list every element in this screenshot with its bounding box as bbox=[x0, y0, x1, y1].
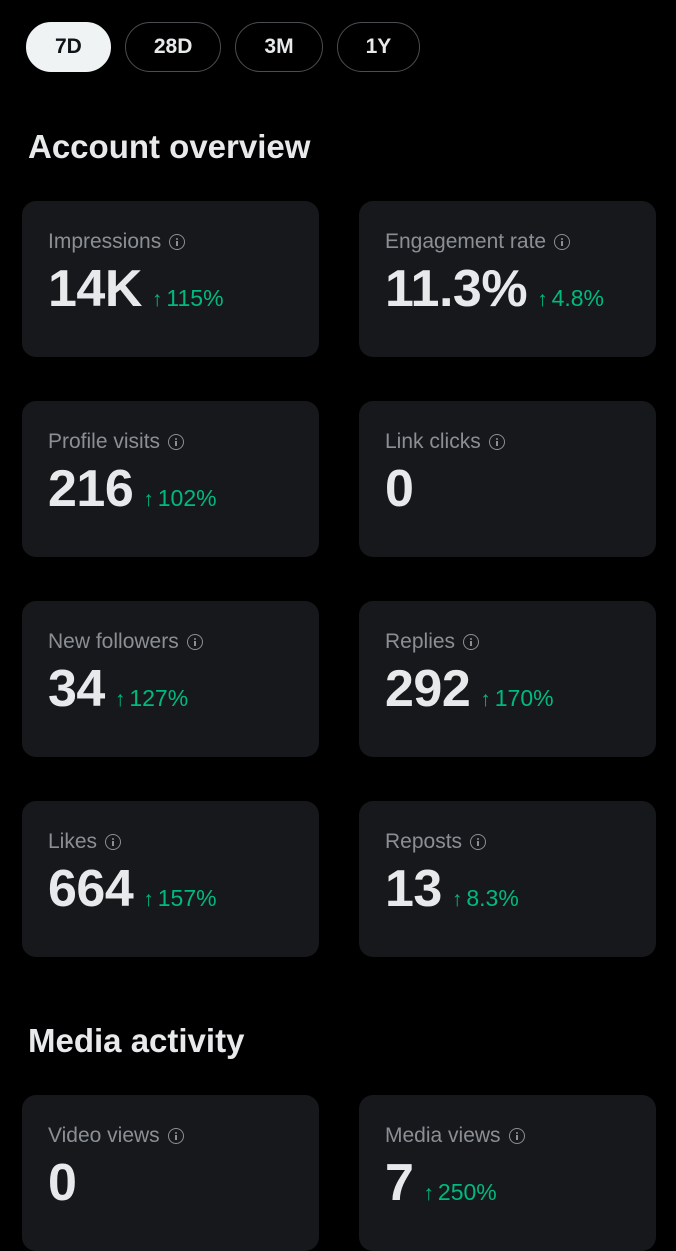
arrow-up-icon: ↑ bbox=[143, 488, 154, 511]
time-range-filters: 7D 28D 3M 1Y bbox=[26, 22, 421, 72]
metric-card-link-clicks[interactable]: Link clicks 0 bbox=[359, 401, 656, 557]
arrow-up-icon: ↑ bbox=[114, 688, 126, 711]
filter-3m[interactable]: 3M bbox=[235, 22, 323, 72]
account-overview-title: Account overview bbox=[28, 128, 311, 165]
metric-change: ↑ 250% bbox=[423, 1179, 496, 1206]
metric-card-likes[interactable]: Likes 664 ↑ 157% bbox=[22, 801, 319, 957]
metric-card-impressions[interactable]: Impressions 14K ↑ 115% bbox=[22, 201, 319, 357]
metric-change-value: 250% bbox=[437, 1179, 497, 1205]
arrow-up-icon: ↑ bbox=[480, 688, 491, 711]
info-icon[interactable] bbox=[168, 434, 185, 450]
metric-label: New followers bbox=[48, 630, 179, 653]
info-icon[interactable] bbox=[105, 834, 122, 850]
metric-label: Media views bbox=[385, 1124, 501, 1147]
info-icon[interactable] bbox=[554, 234, 571, 250]
metric-card-media-views[interactable]: Media views 7 ↑ 250% bbox=[359, 1095, 656, 1251]
info-icon[interactable] bbox=[470, 834, 487, 850]
info-icon[interactable] bbox=[186, 634, 203, 650]
arrow-up-icon: ↑ bbox=[451, 888, 463, 911]
metric-change: ↑ 127% bbox=[115, 685, 188, 712]
metric-label: Video views bbox=[48, 1124, 160, 1147]
filter-1y[interactable]: 1Y bbox=[336, 22, 421, 72]
metric-label: Engagement rate bbox=[385, 230, 547, 253]
metric-value: 34 bbox=[48, 660, 105, 718]
arrow-up-icon: ↑ bbox=[151, 288, 163, 311]
info-icon[interactable] bbox=[508, 1128, 525, 1144]
metric-label: Profile visits bbox=[48, 430, 161, 453]
filter-28d[interactable]: 28D bbox=[124, 22, 222, 72]
arrow-up-icon: ↑ bbox=[423, 1182, 434, 1205]
metric-change-value: 127% bbox=[129, 685, 189, 711]
metric-change: ↑ 8.3% bbox=[452, 885, 519, 912]
metric-value: 7 bbox=[385, 1154, 414, 1212]
metric-change: ↑ 102% bbox=[143, 485, 216, 512]
media-activity-title: Media activity bbox=[28, 1022, 245, 1059]
metric-change: ↑ 4.8% bbox=[537, 285, 604, 312]
metric-value: 11.3% bbox=[385, 260, 528, 318]
metric-label: Replies bbox=[385, 630, 456, 653]
arrow-up-icon: ↑ bbox=[537, 288, 548, 311]
metric-value: 13 bbox=[385, 860, 442, 918]
metric-card-profile-visits[interactable]: Profile visits 216 ↑ 102% bbox=[22, 401, 319, 557]
metric-card-replies[interactable]: Replies 292 ↑ 170% bbox=[359, 601, 656, 757]
metric-card-new-followers[interactable]: New followers 34 ↑ 127% bbox=[22, 601, 319, 757]
metric-change-value: 8.3% bbox=[466, 885, 519, 911]
metric-label: Link clicks bbox=[385, 430, 481, 453]
metric-value: 0 bbox=[385, 460, 414, 518]
metric-change-value: 4.8% bbox=[551, 285, 605, 311]
metric-change-value: 115% bbox=[166, 285, 224, 311]
metric-change-value: 157% bbox=[157, 885, 217, 911]
metric-change: ↑ 157% bbox=[143, 885, 216, 912]
filter-7d[interactable]: 7D bbox=[26, 22, 111, 72]
metric-label: Impressions bbox=[48, 230, 162, 253]
metric-value: 14K bbox=[48, 260, 142, 318]
metric-label: Reposts bbox=[385, 830, 463, 853]
info-icon[interactable] bbox=[488, 434, 505, 450]
metric-value: 216 bbox=[48, 460, 134, 518]
metric-card-engagement-rate[interactable]: Engagement rate 11.3% ↑ 4.8% bbox=[359, 201, 656, 357]
metric-change-value: 102% bbox=[157, 485, 217, 511]
arrow-up-icon: ↑ bbox=[143, 888, 154, 911]
metric-change: ↑ 170% bbox=[480, 685, 553, 712]
metric-change: ↑ 115% bbox=[152, 285, 224, 312]
metric-card-video-views[interactable]: Video views 0 bbox=[22, 1095, 319, 1251]
metric-value: 292 bbox=[385, 660, 471, 718]
metric-card-reposts[interactable]: Reposts 13 ↑ 8.3% bbox=[359, 801, 656, 957]
metric-label: Likes bbox=[48, 830, 98, 853]
info-icon[interactable] bbox=[169, 234, 186, 250]
metric-value: 664 bbox=[48, 860, 134, 918]
metric-change-value: 170% bbox=[494, 685, 554, 711]
metric-value: 0 bbox=[48, 1154, 77, 1212]
info-icon[interactable] bbox=[463, 634, 480, 650]
info-icon[interactable] bbox=[167, 1128, 184, 1144]
